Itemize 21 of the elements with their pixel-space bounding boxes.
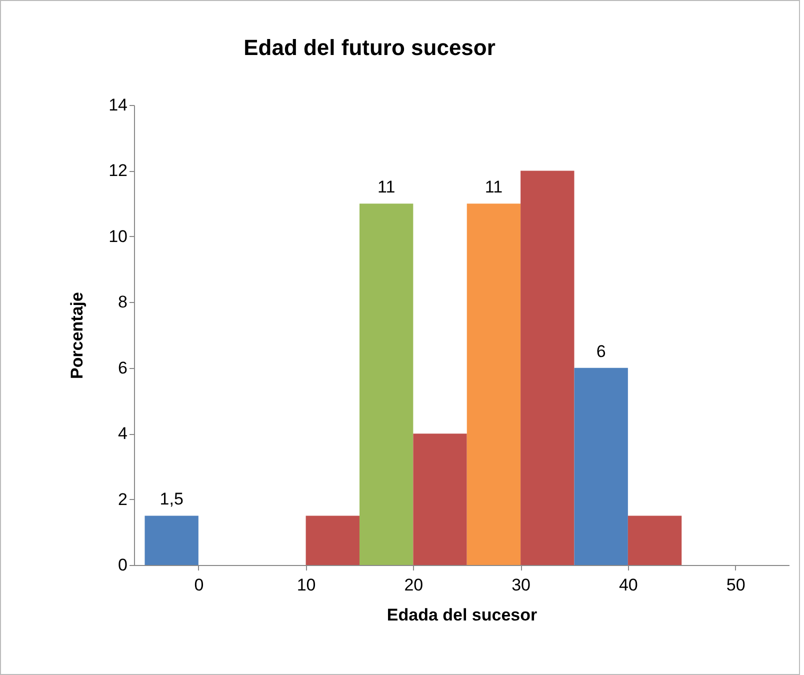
x-tick-label: 10: [296, 576, 316, 594]
y-tick-label: 4: [118, 424, 128, 444]
x-tick-label: 40: [618, 576, 638, 594]
data-label: 11: [378, 178, 396, 197]
y-axis-title: Porcentaje: [68, 292, 87, 379]
data-label: 1,5: [160, 490, 184, 509]
y-tick-label: 8: [118, 292, 128, 312]
x-tick-label: 50: [726, 576, 746, 594]
chart-title: Edad del futuro sucesor: [244, 35, 496, 60]
x-tick-label: 0: [194, 576, 204, 594]
x-axis-title: Edada del sucesor: [386, 606, 538, 624]
x-tick-label: 30: [512, 576, 531, 594]
y-tick-label: 2: [118, 490, 128, 509]
y-tick-label: 6: [118, 358, 128, 378]
y-tick-label: 10: [108, 226, 128, 246]
x-tick-label: 20: [404, 576, 424, 594]
data-label: 11: [484, 178, 503, 197]
y-tick-label: 0: [118, 556, 128, 574]
y-tick-label: 12: [108, 161, 128, 180]
y-tick-label: 14: [108, 96, 128, 114]
data-label: 6: [596, 342, 606, 361]
